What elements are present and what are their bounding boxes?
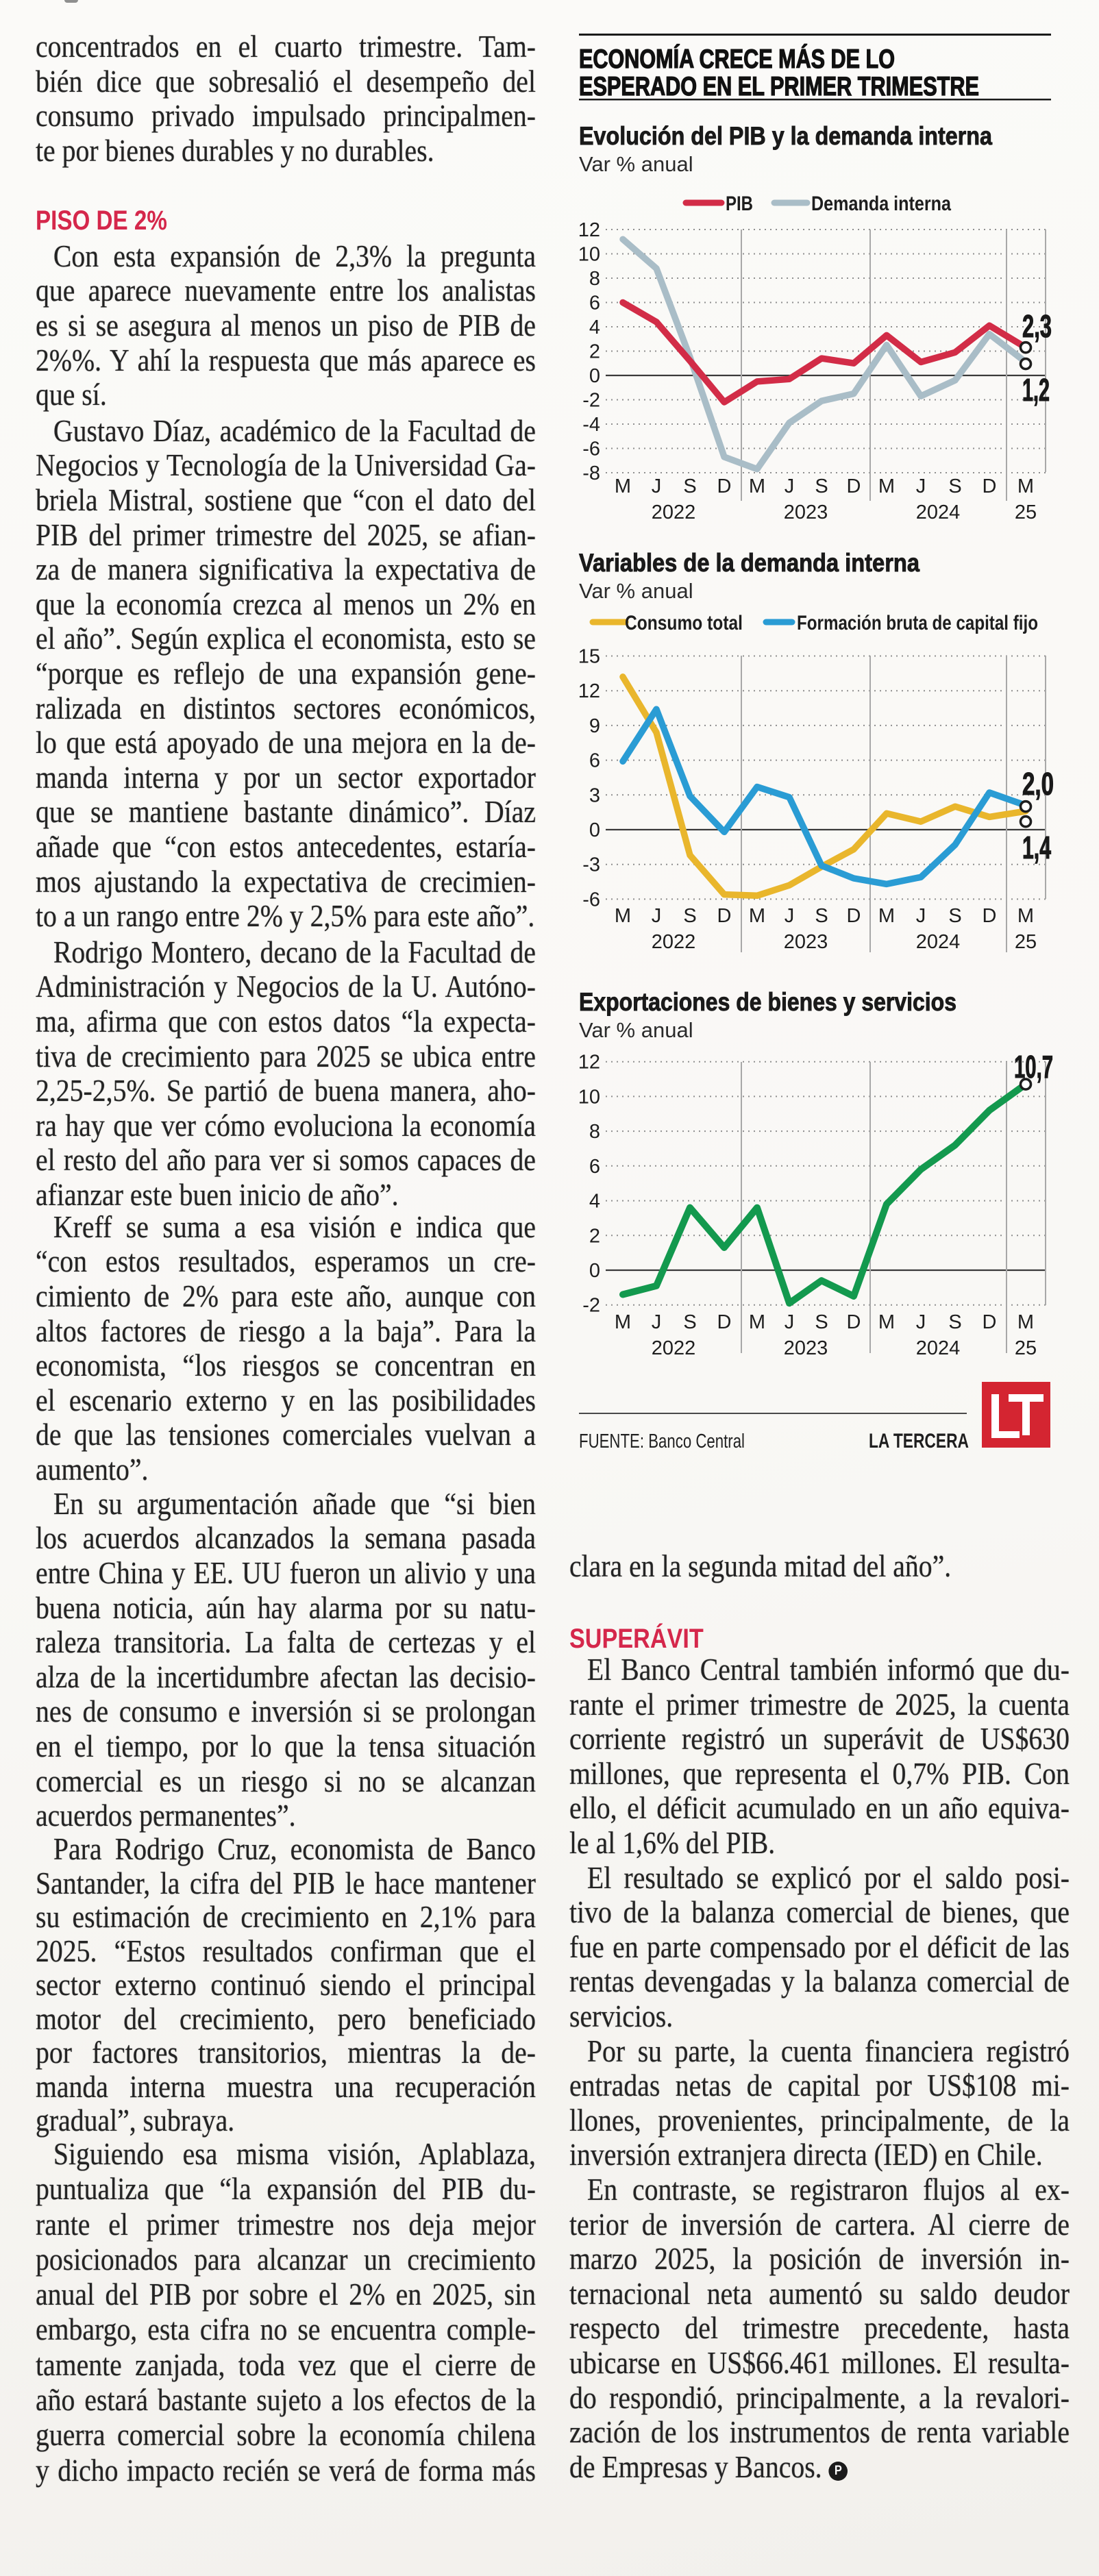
svg-text:S: S — [815, 905, 828, 927]
svg-text:D: D — [847, 1311, 861, 1333]
svg-text:2022: 2022 — [652, 931, 696, 953]
svg-text:J: J — [652, 1311, 662, 1333]
svg-text:Var % anual: Var % anual — [579, 1018, 693, 1042]
svg-text:D: D — [983, 475, 997, 497]
svg-text:12: 12 — [578, 680, 600, 702]
svg-text:-2: -2 — [582, 1295, 600, 1317]
svg-text:ECONOMÍA CRECE MÁS DE LO: ECONOMÍA CRECE MÁS DE LO — [579, 44, 895, 74]
svg-text:2,0: 2,0 — [1022, 766, 1054, 802]
svg-text:M: M — [749, 905, 765, 927]
svg-text:25: 25 — [1015, 931, 1037, 953]
svg-text:S: S — [948, 475, 961, 497]
svg-text:-6: -6 — [582, 889, 600, 911]
svg-text:M: M — [615, 475, 631, 497]
svg-text:8: 8 — [589, 1121, 600, 1143]
svg-text:FUENTE: Banco Central: FUENTE: Banco Central — [579, 1431, 745, 1452]
svg-text:J: J — [916, 905, 926, 927]
svg-text:2022: 2022 — [652, 501, 696, 523]
svg-text:10: 10 — [578, 244, 600, 266]
svg-text:1,2: 1,2 — [1022, 372, 1050, 408]
svg-text:6: 6 — [589, 1156, 600, 1178]
svg-text:S: S — [683, 475, 696, 497]
svg-text:2024: 2024 — [916, 501, 961, 523]
svg-text:LA TERCERA: LA TERCERA — [869, 1430, 969, 1452]
svg-text:0: 0 — [589, 365, 600, 387]
svg-text:-3: -3 — [582, 854, 600, 876]
svg-text:J: J — [652, 905, 662, 927]
svg-text:6: 6 — [589, 750, 600, 772]
svg-text:Variables de la demanda intern: Variables de la demanda interna — [579, 549, 919, 577]
svg-text:M: M — [878, 1311, 895, 1333]
svg-text:25: 25 — [1015, 501, 1037, 523]
svg-text:M: M — [1017, 905, 1034, 927]
svg-text:2024: 2024 — [916, 931, 961, 953]
svg-text:2023: 2023 — [784, 931, 828, 953]
svg-text:M: M — [615, 1311, 631, 1333]
svg-text:4: 4 — [589, 317, 600, 338]
svg-text:J: J — [916, 475, 926, 497]
svg-text:2: 2 — [589, 1225, 600, 1247]
svg-text:2022: 2022 — [652, 1337, 696, 1359]
svg-text:9: 9 — [589, 715, 600, 737]
svg-text:2,3: 2,3 — [1022, 308, 1052, 344]
svg-text:D: D — [983, 905, 997, 927]
svg-text:-8: -8 — [582, 462, 600, 484]
svg-text:D: D — [717, 1311, 732, 1333]
svg-text:0: 0 — [589, 819, 600, 841]
svg-text:10,7: 10,7 — [1014, 1049, 1053, 1085]
svg-text:12: 12 — [578, 1052, 600, 1074]
svg-text:M: M — [878, 905, 895, 927]
svg-text:Evolución del PIB y la demanda: Evolución del PIB y la demanda interna — [579, 122, 992, 150]
svg-text:Var % anual: Var % anual — [579, 579, 693, 603]
svg-text:2023: 2023 — [784, 501, 828, 523]
svg-text:ESPERADO EN EL PRIMER TRIMESTR: ESPERADO EN EL PRIMER TRIMESTRE — [579, 72, 979, 101]
svg-text:S: S — [683, 905, 696, 927]
svg-text:S: S — [683, 1311, 696, 1333]
svg-text:J: J — [916, 1311, 926, 1333]
svg-text:D: D — [717, 475, 732, 497]
svg-text:1,4: 1,4 — [1022, 830, 1051, 865]
svg-text:J: J — [785, 475, 795, 497]
svg-text:M: M — [615, 905, 631, 927]
svg-text:M: M — [1017, 475, 1034, 497]
svg-text:D: D — [847, 905, 861, 927]
svg-text:-6: -6 — [582, 438, 600, 460]
svg-text:2: 2 — [589, 341, 600, 363]
svg-text:Demanda interna: Demanda interna — [811, 193, 951, 215]
svg-text:D: D — [717, 905, 732, 927]
svg-text:-4: -4 — [582, 414, 600, 436]
svg-text:4: 4 — [589, 1191, 600, 1213]
svg-text:S: S — [948, 905, 961, 927]
svg-text:-2: -2 — [582, 390, 600, 412]
svg-text:10: 10 — [578, 1086, 600, 1108]
svg-text:M: M — [878, 475, 895, 497]
svg-text:M: M — [1017, 1311, 1034, 1333]
svg-text:S: S — [815, 475, 828, 497]
svg-text:Exportaciones de bienes y serv: Exportaciones de bienes y servicios — [579, 988, 956, 1016]
svg-text:2023: 2023 — [784, 1337, 828, 1359]
svg-text:M: M — [749, 1311, 765, 1333]
svg-text:J: J — [652, 475, 662, 497]
svg-text:S: S — [815, 1311, 828, 1333]
svg-text:J: J — [785, 905, 795, 927]
svg-text:Consumo total: Consumo total — [625, 612, 743, 634]
svg-text:M: M — [749, 475, 765, 497]
svg-text:J: J — [785, 1311, 795, 1333]
svg-text:12: 12 — [578, 219, 600, 241]
svg-text:2024: 2024 — [916, 1337, 961, 1359]
svg-text:D: D — [847, 475, 861, 497]
svg-text:PIB: PIB — [726, 193, 753, 215]
svg-text:15: 15 — [578, 646, 600, 668]
svg-text:S: S — [948, 1311, 961, 1333]
svg-text:0: 0 — [589, 1260, 600, 1282]
svg-text:25: 25 — [1015, 1337, 1037, 1359]
svg-text:6: 6 — [589, 293, 600, 314]
svg-text:Var % anual: Var % anual — [579, 152, 693, 176]
svg-text:3: 3 — [589, 784, 600, 806]
svg-text:D: D — [983, 1311, 997, 1333]
svg-text:8: 8 — [589, 268, 600, 290]
svg-text:Formación bruta de capital fij: Formación bruta de capital fijo — [797, 612, 1038, 634]
